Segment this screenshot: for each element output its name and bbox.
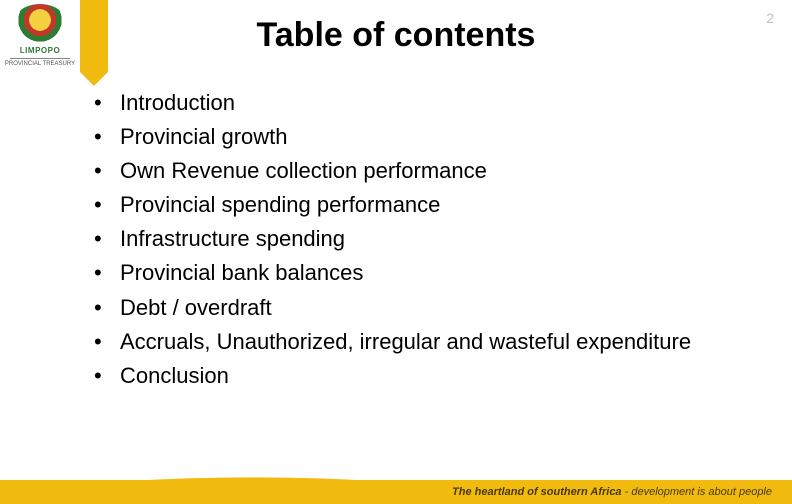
list-item: Provincial bank balances <box>90 256 732 290</box>
footer-text: The heartland of southern Africa - devel… <box>452 486 772 498</box>
footer-rest: - development is about people <box>622 486 772 498</box>
list-item: Provincial growth <box>90 120 732 154</box>
page-title: Table of contents <box>0 16 792 55</box>
footer-bold: The heartland of southern Africa <box>452 486 622 498</box>
list-item: Conclusion <box>90 359 732 393</box>
content-area: Introduction Provincial growth Own Reven… <box>90 86 732 393</box>
list-item: Debt / overdraft <box>90 291 732 325</box>
list-item: Introduction <box>90 86 732 120</box>
list-item: Infrastructure spending <box>90 222 732 256</box>
list-item: Own Revenue collection performance <box>90 154 732 188</box>
logo-sub-text: PROVINCIAL TREASURY <box>5 61 75 67</box>
logo-divider <box>10 58 70 59</box>
toc-list: Introduction Provincial growth Own Reven… <box>90 86 732 393</box>
list-item: Accruals, Unauthorized, irregular and wa… <box>90 325 732 359</box>
footer-bar: The heartland of southern Africa - devel… <box>0 480 792 504</box>
slide: LIMPOPO PROVINCIAL TREASURY 2 Table of c… <box>0 0 792 504</box>
list-item: Provincial spending performance <box>90 188 732 222</box>
